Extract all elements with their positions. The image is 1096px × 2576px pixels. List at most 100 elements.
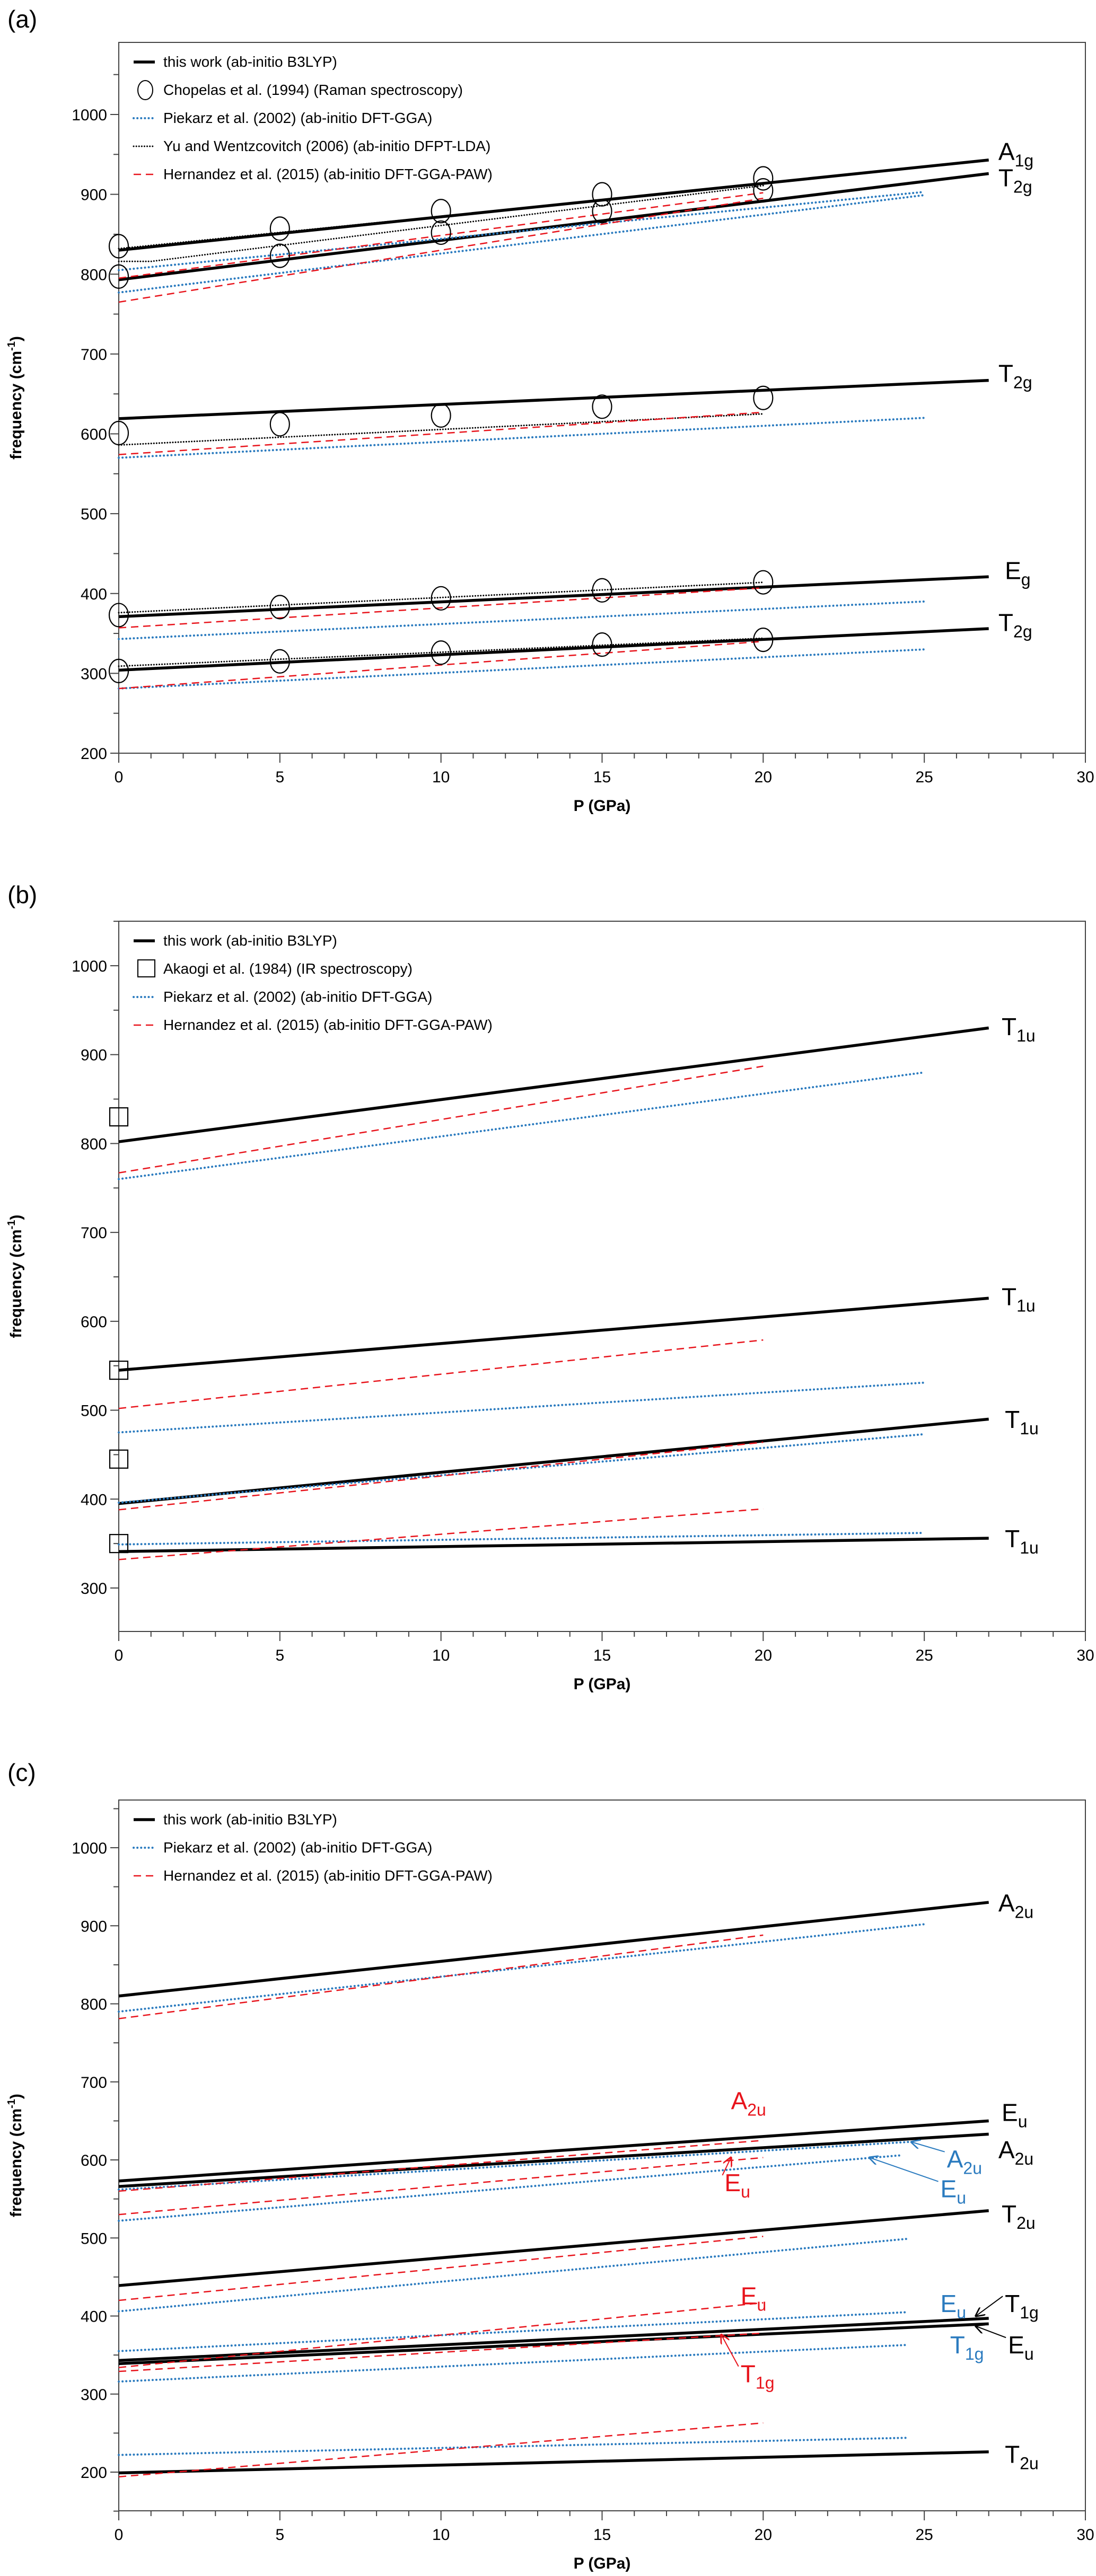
y-tick-label: 400 [81, 586, 107, 603]
mode-label: Eu [724, 2169, 750, 2201]
series-line-piekarz [118, 1381, 926, 1434]
x-tick-label: 25 [915, 1647, 933, 1664]
data-point-circle [269, 412, 290, 437]
y-axis-title-main: frequency (cm [7, 2109, 25, 2217]
data-point-circle [592, 199, 612, 224]
x-tick-label: 20 [755, 1647, 772, 1664]
annotation-arrow [722, 2158, 731, 2176]
y-tick-label: 500 [81, 1402, 107, 1420]
mode-label-main: T [1005, 2290, 1020, 2317]
mode-label: Eu [941, 2290, 966, 2322]
mode-label-subscript: 2u [1015, 1903, 1034, 1922]
series-line-piekarz [118, 194, 926, 294]
mode-label-subscript: 2g [1013, 373, 1032, 392]
mode-label-subscript: 1g [1015, 151, 1034, 170]
x-tick-label: 10 [432, 769, 450, 786]
series-line-this-work [118, 575, 989, 619]
x-axis-title: P (GPa) [574, 1675, 631, 1693]
series-line-hernandez [118, 192, 764, 279]
legend: this work (ab-initio B3LYP) Piekarz et al… [133, 1811, 493, 1884]
x-axis-title: P (GPa) [574, 797, 631, 815]
x-tick-label: 25 [915, 769, 933, 786]
series-line-this-work [118, 378, 989, 420]
legend-label: Akaogi et al. (1984) (IR spectroscopy) [163, 960, 413, 977]
mode-label-subscript: u [957, 2189, 966, 2208]
mode-label-main: T [1005, 1406, 1020, 1433]
y-axis-title-main: frequency (cm [7, 1229, 25, 1338]
data-point-circle [269, 649, 290, 674]
y-tick-label: 400 [81, 2308, 107, 2326]
mode-label-main: T [1002, 1283, 1016, 1311]
panel-letter: (a) [7, 5, 37, 33]
panel-a: (a) 0 5 10 15 20 25 30 200 300 400 500 600 700 800 900 1… [6, 5, 1094, 815]
series-line-hernandez [118, 1065, 764, 1174]
legend-label: this work (ab-initio B3LYP) [163, 932, 337, 949]
mode-label-main: T [998, 164, 1013, 192]
y-tick-label: 1000 [72, 107, 107, 124]
legend-label: Yu and Wentzcovitch (2006) (ab-initio DF… [163, 138, 490, 154]
x-tick-label: 15 [593, 2526, 611, 2544]
data-point-circle [753, 178, 774, 203]
y-tick-label: 700 [81, 2074, 107, 2092]
series-line-yu [118, 183, 764, 250]
mode-label-subscript: u [757, 2295, 766, 2314]
mode-label: A2u [998, 2136, 1033, 2168]
series-line-this-work [118, 2450, 989, 2475]
y-axis-title-superscript: -1 [6, 1220, 17, 1230]
y-axis-title-end: ) [7, 336, 25, 341]
series-line-this-work [118, 1537, 989, 1553]
series-line-this-work [118, 2317, 989, 2362]
mode-label-subscript: 2u [1020, 2454, 1039, 2473]
series-line-yu [118, 581, 764, 614]
mode-label-main: E [724, 2169, 741, 2196]
series-line-hernandez [118, 1441, 764, 1511]
series-line-piekarz [118, 191, 926, 271]
series-line-piekarz [118, 2237, 909, 2313]
mode-label-subscript: u [741, 2182, 750, 2201]
series-line-this-work [118, 1296, 989, 1372]
y-axis-title: frequency (cm-1) [6, 2094, 25, 2217]
series-line-piekarz [118, 2154, 903, 2222]
y-tick-label: 300 [81, 2386, 107, 2404]
mode-label-subscript: 2g [1013, 178, 1032, 197]
series-line-piekarz [118, 2343, 909, 2383]
x-tick-label: 0 [115, 769, 124, 786]
data-point-square [109, 1107, 129, 1127]
data-point-circle [108, 603, 129, 628]
mode-label: T1u [1002, 1013, 1036, 1045]
legend: this work (ab-initio B3LYP) Akaogi et al.… [133, 932, 493, 1033]
data-point-circle [108, 420, 129, 446]
series-line-this-work [118, 158, 989, 252]
data-point-circle [753, 385, 774, 410]
x-tick-label: 0 [115, 2526, 124, 2544]
series-line-hernandez [118, 1339, 764, 1409]
mode-label-subscript: 1u [1020, 1419, 1039, 1438]
mode-label: T1g [950, 2331, 984, 2363]
series-line-hernandez [118, 2139, 764, 2192]
mode-label: T2g [998, 360, 1032, 392]
y-tick-label: 600 [81, 426, 107, 444]
x-tick-label: 0 [115, 1647, 124, 1664]
mode-label: T2g [998, 164, 1032, 197]
mode-label-subscript: 1u [1016, 1026, 1036, 1045]
mode-label: Eu [741, 2282, 766, 2314]
mode-label-main: T [998, 609, 1013, 637]
mode-label-subscript: u [957, 2303, 966, 2322]
mode-label-main: E [1002, 2098, 1018, 2126]
mode-label: T2g [998, 609, 1032, 641]
mode-label-main: E [941, 2290, 957, 2317]
annotation-arrow [870, 2158, 939, 2182]
panel-letter: (c) [7, 1759, 36, 1786]
mode-label: T1u [1005, 1406, 1039, 1438]
panel-b: (b) 0 5 10 15 20 25 30 300 400 500 600 700 800 900 1000… [6, 881, 1094, 1693]
x-tick-label: 5 [275, 1647, 284, 1664]
x-tick-label: 10 [432, 1647, 450, 1664]
data-point-circle [431, 199, 451, 224]
mode-label-main: T [1002, 1013, 1016, 1040]
y-tick-label: 700 [81, 346, 107, 364]
mode-label-subscript: 1u [1020, 1538, 1039, 1557]
y-tick-label: 900 [81, 1918, 107, 1935]
series-line-piekarz [118, 1532, 926, 1546]
mode-label-main: T [950, 2331, 965, 2359]
series-line-piekarz [118, 1923, 926, 2013]
